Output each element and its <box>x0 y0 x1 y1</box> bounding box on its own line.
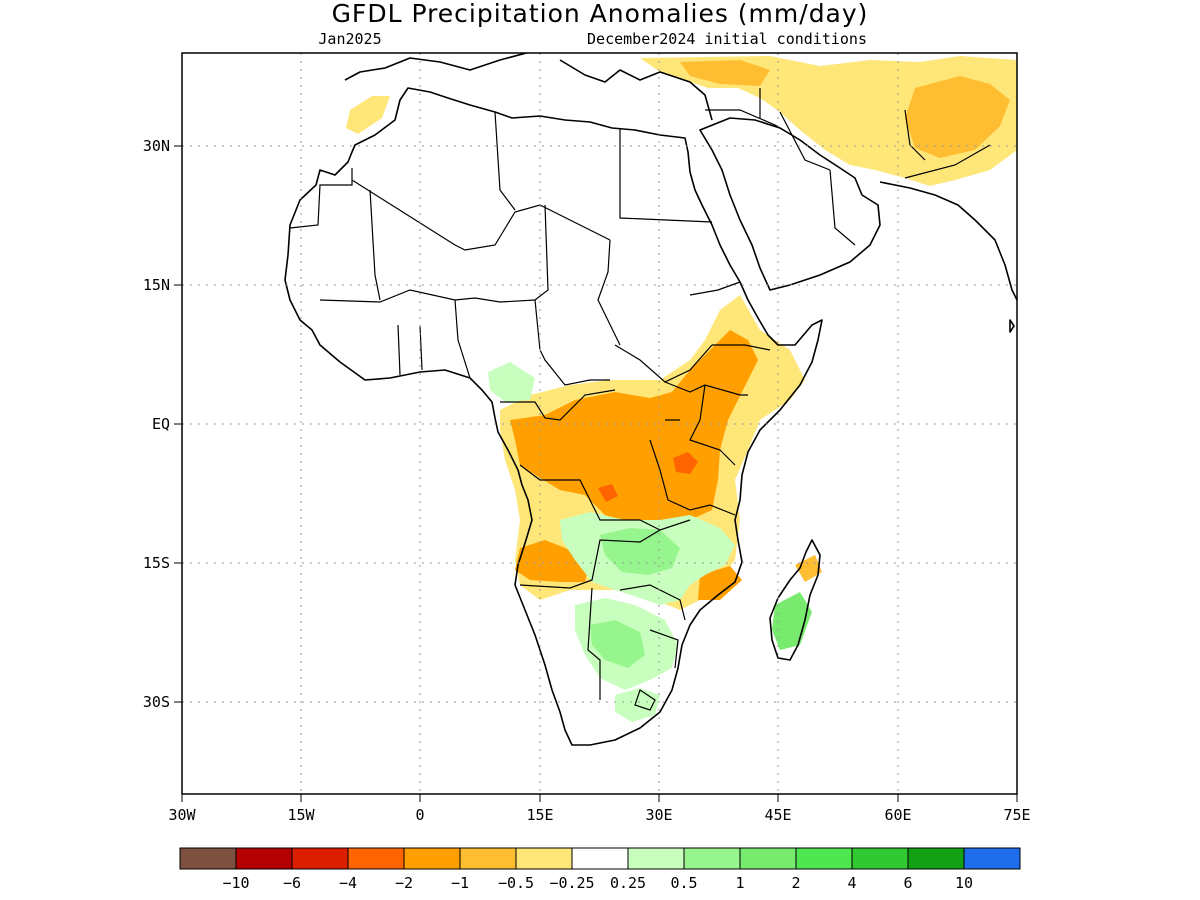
colorbar-swatch <box>851 847 909 870</box>
colorbar-swatch <box>459 847 517 870</box>
lon-label: 30E <box>645 806 672 824</box>
colorbar-swatch <box>795 847 853 870</box>
colorbar-label: 0.25 <box>610 874 646 892</box>
border-east-africa <box>649 281 771 516</box>
lon-label: 60E <box>884 806 911 824</box>
asia-coastline <box>879 181 1017 301</box>
colorbar-label: −6 <box>283 874 301 892</box>
valid-month-label: Jan2025 <box>318 30 381 48</box>
colorbar-swatch <box>291 847 349 870</box>
anomaly-area-afghanistan <box>905 76 1010 158</box>
anomaly-area-morocco <box>346 96 390 134</box>
colorbar-swatch <box>907 847 965 870</box>
anomaly-area-congo-basin <box>510 330 758 525</box>
colorbar-label: −4 <box>339 874 357 892</box>
country-borders <box>289 88 991 711</box>
colorbar-swatch <box>403 847 461 870</box>
graticule <box>182 53 1017 794</box>
lat-label: EQ <box>152 415 170 433</box>
init-conditions-label: December2024 initial conditions <box>587 30 867 48</box>
lon-label: 30W <box>168 806 196 824</box>
colorbar-swatch <box>347 847 405 870</box>
map-panel: 30N 15N EQ 15S 30S 30W 15W 0 15E 30E 45E… <box>143 52 1031 824</box>
latitude-labels: 30N 15N EQ 15S 30S <box>143 137 170 711</box>
colorbar-label: −0.25 <box>549 874 594 892</box>
anomaly-area-drc-spot <box>598 484 618 502</box>
colorbar-swatch <box>179 847 237 870</box>
colorbar-label: 10 <box>955 874 973 892</box>
border-north-africa <box>289 111 713 346</box>
colorbar-swatch <box>739 847 797 870</box>
lat-label: 15N <box>143 276 170 294</box>
border-west-africa <box>319 289 536 379</box>
madagascar-coastline <box>769 539 821 661</box>
lon-label: 0 <box>415 806 424 824</box>
colorbar-label: 4 <box>847 874 856 892</box>
colorbar-label: 1 <box>735 874 744 892</box>
lon-label: 45E <box>764 806 791 824</box>
anomaly-area-cameroon-wet <box>488 362 535 402</box>
anomaly-fields <box>346 56 1017 722</box>
colorbar-swatch <box>515 847 573 870</box>
figure-title: GFDL Precipitation Anomalies (mm/day) <box>332 0 869 28</box>
anomaly-area-angola <box>515 540 590 582</box>
africa-coastline <box>284 87 823 746</box>
anomaly-area-madagascar-wet <box>772 592 812 650</box>
colorbar-label: 6 <box>903 874 912 892</box>
colorbar: −10 −6 −4 −2 −1 −0.5 −0.25 0.25 0.5 1 2 4 6 10 <box>179 847 1021 892</box>
anomaly-area-north-iran <box>680 60 770 86</box>
colorbar-label: 0.5 <box>670 874 697 892</box>
colorbar-label: −10 <box>222 874 249 892</box>
lat-label: 30S <box>143 693 170 711</box>
colorbar-swatch <box>235 847 293 870</box>
border-southern-africa <box>519 529 686 711</box>
anomaly-area-mozambique <box>698 566 742 600</box>
colorbar-swatch <box>683 847 741 870</box>
lat-label: 30N <box>143 137 170 155</box>
europe-coastline <box>344 53 713 121</box>
lat-label: 15S <box>143 554 170 572</box>
colorbar-label: −2 <box>395 874 413 892</box>
colorbar-label: 2 <box>791 874 800 892</box>
colorbar-label: −1 <box>451 874 469 892</box>
lon-label: 15E <box>526 806 553 824</box>
lon-label: 15W <box>287 806 315 824</box>
anomaly-area-lake-victoria <box>673 452 698 474</box>
anomaly-area-zambia-wet-strong <box>600 528 680 575</box>
lon-label: 75E <box>1003 806 1030 824</box>
colorbar-label: −0.5 <box>498 874 534 892</box>
longitude-labels: 30W 15W 0 15E 30E 45E 60E 75E <box>168 806 1030 824</box>
border-middle-east <box>705 88 991 246</box>
colorbar-swatch <box>627 847 685 870</box>
tick-marks <box>174 145 1018 802</box>
colorbar-swatch <box>963 847 1021 870</box>
colorbar-swatch <box>571 847 629 870</box>
sri-lanka <box>1009 319 1015 333</box>
anomaly-area-botswana-wet-strong <box>590 620 645 668</box>
